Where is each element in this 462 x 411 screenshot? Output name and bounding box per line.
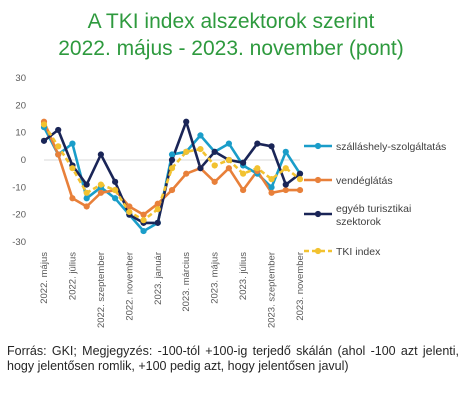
- legend-swatch-point-2: [314, 210, 322, 218]
- series-point-3: [140, 217, 147, 224]
- series-point-0: [69, 140, 76, 147]
- series-point-3: [126, 208, 133, 216]
- series-point-3: [183, 148, 190, 155]
- series-line-3: [42, 123, 301, 222]
- series-point-2: [40, 137, 48, 144]
- series-point-1: [268, 189, 275, 196]
- series-point-3: [40, 121, 48, 128]
- series-point-3: [97, 181, 104, 188]
- series-point-2: [197, 165, 204, 172]
- series-point-1: [83, 203, 90, 210]
- y-tick-label: -30: [12, 237, 26, 248]
- series-point-0: [225, 140, 232, 147]
- series-point-3: [268, 176, 275, 183]
- y-tick-label: -10: [12, 182, 26, 193]
- series-point-3: [154, 206, 161, 213]
- series-point-1: [225, 165, 232, 172]
- x-tick-label: 2022. november: [124, 252, 135, 321]
- legend-swatch-point-0: [314, 142, 322, 150]
- series-point-2: [268, 143, 275, 150]
- series-point-1: [183, 170, 190, 177]
- series-point-2: [211, 148, 218, 155]
- x-tick-label: 2023. március: [181, 252, 192, 312]
- series-point-2: [282, 181, 289, 188]
- series-point-3: [254, 165, 261, 172]
- legend-label-3: TKI index: [336, 246, 381, 258]
- series-point-2: [112, 178, 119, 185]
- series-point-0: [140, 227, 147, 235]
- x-tick-label: 2023. május: [210, 252, 221, 304]
- x-tick-label: 2023. július: [238, 252, 249, 300]
- series-point-1: [154, 200, 161, 207]
- x-tick-label: 2022. július: [67, 252, 78, 300]
- series-point-2: [254, 140, 261, 147]
- legend-label-1: vendéglátás: [336, 175, 393, 187]
- series-point-1: [296, 186, 304, 194]
- series-point-3: [197, 145, 204, 153]
- footnote: Forrás: GKI; Megjegyzés: -100-tól +100-i…: [7, 344, 459, 373]
- series-point-1: [140, 211, 147, 218]
- series-point-0: [112, 195, 119, 202]
- series-point-0: [168, 151, 176, 158]
- series-point-2: [240, 159, 247, 166]
- x-tick-label: 2023. november: [295, 252, 306, 321]
- chart-subtitle: 2022. május - 2023. november (pont): [58, 37, 404, 60]
- series-point-2: [97, 151, 104, 158]
- series-point-0: [197, 132, 204, 139]
- series-point-3: [83, 189, 90, 196]
- series-point-1: [168, 186, 176, 194]
- y-tick-label: 30: [15, 73, 26, 84]
- series-point-3: [240, 170, 247, 177]
- series-point-2: [183, 118, 190, 125]
- series-point-1: [97, 189, 104, 196]
- series-point-3: [211, 162, 218, 169]
- series-point-3: [55, 143, 62, 150]
- series-point-2: [154, 219, 161, 226]
- series-point-1: [211, 178, 218, 185]
- series-point-1: [240, 186, 247, 194]
- series-point-2: [83, 181, 90, 188]
- series-point-1: [55, 151, 62, 158]
- series-point-2: [296, 170, 304, 177]
- x-tick-label: 2023. január: [153, 252, 164, 305]
- series-point-3: [69, 165, 76, 172]
- series-point-2: [168, 156, 176, 164]
- x-tick-label: 2023. szeptember: [267, 252, 278, 328]
- series-point-3: [112, 186, 119, 194]
- legend-label-2: egyéb turisztikai szektorok: [336, 203, 411, 228]
- series-point-3: [282, 165, 289, 172]
- series-point-1: [282, 186, 289, 194]
- y-tick-label: 10: [15, 128, 26, 139]
- series-point-1: [126, 203, 133, 210]
- series-point-3: [168, 165, 176, 172]
- legend-swatch-point-3: [314, 247, 322, 255]
- y-tick-label: -20: [12, 210, 26, 221]
- series-point-3: [225, 156, 232, 164]
- series-point-2: [55, 126, 62, 134]
- legend-swatch-point-1: [314, 176, 322, 184]
- series-point-1: [69, 195, 76, 202]
- legend-label-0: szálláshely-szolgáltatás: [336, 141, 446, 153]
- y-tick-label: 0: [21, 155, 26, 166]
- series-point-0: [282, 148, 289, 155]
- chart-title: A TKI index alszektorok szerint: [87, 10, 375, 33]
- series-point-0: [83, 195, 90, 202]
- x-tick-label: 2022. május: [39, 252, 50, 304]
- series-point-0: [268, 184, 275, 191]
- y-tick-label: 20: [15, 100, 26, 111]
- x-tick-label: 2022. szeptember: [96, 252, 107, 328]
- series-point-3: [296, 176, 304, 183]
- line-chart: -30 -20 -10 0 10 20 30 2022. május 2022. július 2…: [12, 73, 446, 328]
